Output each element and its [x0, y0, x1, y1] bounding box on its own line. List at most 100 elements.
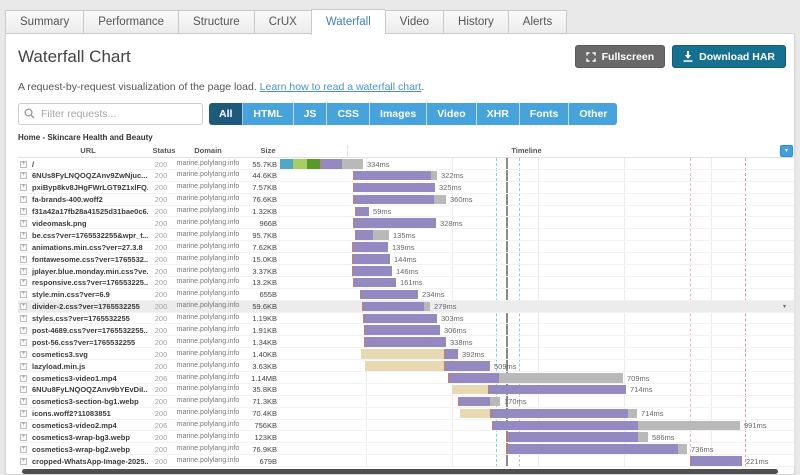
request-timing-bar[interactable]	[360, 289, 418, 300]
request-timing-bar[interactable]	[363, 313, 437, 324]
request-timing-bar[interactable]	[492, 420, 740, 431]
expand-request-icon[interactable]: +	[20, 160, 27, 168]
filter-button-all[interactable]: All	[209, 103, 244, 125]
waterfall-help-link[interactable]: Learn how to read a waterfall chart	[259, 81, 422, 93]
filter-button-xhr[interactable]: XHR	[476, 103, 520, 125]
request-timing-bar[interactable]	[361, 349, 458, 359]
expand-request-icon[interactable]: +	[20, 445, 27, 453]
expand-request-icon[interactable]: +	[20, 433, 27, 441]
expand-request-icon[interactable]: +	[20, 291, 27, 299]
table-row[interactable]: + cosmetics3-video2.mp4 206 marine.polylang…	[18, 420, 794, 432]
expand-request-icon[interactable]: +	[20, 219, 27, 227]
expand-request-icon[interactable]: +	[20, 172, 27, 180]
expand-request-icon[interactable]: +	[20, 208, 27, 216]
request-timing-bar[interactable]	[458, 396, 500, 407]
expand-request-icon[interactable]: +	[20, 374, 27, 382]
filter-button-html[interactable]: HTML	[243, 103, 294, 125]
expand-request-icon[interactable]: +	[20, 231, 27, 239]
expand-request-icon[interactable]: +	[20, 184, 27, 192]
request-timing-bar[interactable]	[355, 230, 389, 240]
column-header-domain[interactable]: Domain	[194, 146, 222, 155]
table-row[interactable]: + cropped-WhatsApp-Image-2025... 200 marine…	[18, 455, 794, 468]
table-row[interactable]: +6NUu8FyLNQOQZAnv9bYEvDiI... 200 marine.po…	[18, 384, 794, 396]
tab-history[interactable]: History	[443, 10, 508, 34]
expand-request-icon[interactable]: +	[20, 267, 27, 275]
table-row[interactable]: + cosmetics3.svg 200 marine.polylang.info 1.…	[18, 348, 794, 361]
expand-request-icon[interactable]: +	[20, 196, 27, 204]
request-timing-bar[interactable]	[352, 266, 392, 276]
timeline-options-dropdown[interactable]: ▾	[780, 145, 793, 157]
request-timing-bar[interactable]	[352, 254, 390, 264]
request-timing-bar[interactable]	[352, 242, 388, 252]
table-row[interactable]: + fa-brands-400.woff2 200 marine.polylang.i…	[18, 194, 794, 206]
tab-crux[interactable]: CrUX	[253, 10, 311, 34]
table-row[interactable]: + cosmetics3-wrap-bg2.webp 200 marine.polyl…	[18, 443, 794, 456]
table-row[interactable]: + pxiByp8kv8JHgFWrLGT9Z1xlFQ... 200 marine.…	[18, 182, 794, 194]
filter-button-js[interactable]: JS	[293, 103, 328, 125]
tab-structure[interactable]: Structure	[178, 10, 254, 34]
tab-video[interactable]: Video	[384, 10, 444, 34]
table-row[interactable]: + post-4689.css?ver=1765532255... 200 marin…	[18, 324, 794, 337]
tab-waterfall[interactable]: Waterfall	[310, 9, 385, 35]
tab-summary[interactable]: Summary	[5, 10, 84, 34]
filter-button-fonts[interactable]: Fonts	[519, 103, 570, 125]
column-header-size[interactable]: Size	[260, 146, 276, 155]
table-row[interactable]: + videomask.png 200 marine.polylang.info 966…	[18, 217, 794, 230]
table-row[interactable]: + cosmetics3-wrap-bg3.webp 200 marine.polyl…	[18, 431, 794, 444]
horizontal-scrollbar-thumb[interactable]	[22, 469, 778, 474]
table-row[interactable]: + styles.css?ver=1765532255 200 marine.poly…	[18, 313, 794, 325]
table-row[interactable]: + f31a42a17fb28a41525d31bae0c6... 200 marin…	[18, 206, 794, 218]
expand-request-icon[interactable]: +	[20, 303, 27, 311]
filter-button-images[interactable]: Images	[370, 103, 428, 125]
expand-request-icon[interactable]: +	[20, 315, 27, 323]
request-timing-bar[interactable]	[353, 170, 437, 181]
filter-button-other[interactable]: Other	[569, 103, 618, 125]
expand-request-icon[interactable]: +	[20, 338, 27, 346]
request-timing-bar[interactable]	[355, 206, 369, 217]
request-timing-bar[interactable]	[448, 373, 623, 383]
table-row[interactable]: + icons.woff2?11083851 200 marine.polylang.…	[18, 408, 794, 420]
expand-request-icon[interactable]: +	[20, 398, 27, 406]
request-timing-bar[interactable]	[364, 337, 446, 347]
table-row[interactable]: + style.min.css?ver=6.9 200 marine.polylang…	[18, 289, 794, 301]
request-timing-bar[interactable]	[280, 159, 363, 169]
table-row[interactable]: + cosmetics3-section-bg1.webp 200 marine.po…	[18, 396, 794, 408]
request-timing-bar[interactable]	[362, 301, 430, 312]
request-timing-bar[interactable]	[353, 277, 396, 288]
table-row[interactable]: + post-56.css?ver=1765532255 200 marine.pol…	[18, 336, 794, 349]
expand-request-icon[interactable]: +	[20, 255, 27, 263]
table-row[interactable]: + lazyload.min.js 200 marine.polylang.info 3…	[18, 360, 794, 373]
table-row[interactable]: + animations.min.css?ver=27.3.8 200 marine.…	[18, 241, 794, 254]
table-row[interactable]: + fontawesome.css?ver=1765532... 200 marine…	[18, 253, 794, 266]
table-row[interactable]: + jplayer.blue.monday.min.css?ve... 200 mar…	[18, 265, 794, 277]
request-timing-bar[interactable]	[364, 325, 440, 335]
request-timing-bar[interactable]	[452, 384, 626, 395]
request-timing-bar[interactable]	[353, 182, 435, 193]
expand-request-icon[interactable]: +	[20, 362, 27, 370]
table-row[interactable]: + / 200 marine.polylang.info 55.7KB 334ms	[18, 158, 794, 170]
table-row[interactable]: + be.css?ver=1765532255&wpr_t... 200 marine…	[18, 229, 794, 242]
request-timing-bar[interactable]	[353, 194, 446, 205]
fullscreen-button[interactable]: Fullscreen	[574, 45, 666, 68]
tab-alerts[interactable]: Alerts	[507, 10, 568, 34]
request-timing-bar[interactable]	[353, 218, 436, 228]
request-timing-bar[interactable]	[460, 408, 637, 419]
expand-request-icon[interactable]: +	[20, 410, 27, 418]
expand-request-icon[interactable]: +	[20, 386, 27, 394]
tab-performance[interactable]: Performance	[83, 10, 179, 34]
table-row[interactable]: + responsive.css?ver=176553225... 200 marin…	[18, 277, 794, 289]
download-har-button[interactable]: Download HAR	[672, 45, 786, 68]
expand-request-icon[interactable]: +	[20, 422, 27, 430]
table-row[interactable]: + cosmetics3-video1.mp4 206 marine.polylang…	[18, 372, 794, 384]
expand-request-icon[interactable]: +	[20, 457, 27, 465]
expand-request-icon[interactable]: +	[20, 279, 27, 287]
filter-requests-input[interactable]	[18, 103, 203, 125]
row-options-caret[interactable]: ▾	[782, 303, 786, 310]
expand-request-icon[interactable]: +	[20, 350, 27, 358]
request-timing-bar[interactable]	[507, 444, 687, 454]
expand-request-icon[interactable]: +	[20, 326, 27, 334]
column-header-status[interactable]: Status	[152, 146, 176, 155]
table-row[interactable]: +6NUs8FyLNQOQZAnv9ZwNjuc... 200 marine.pol…	[18, 170, 794, 182]
column-header-url[interactable]: URL	[80, 146, 96, 155]
request-timing-bar[interactable]	[365, 361, 490, 371]
